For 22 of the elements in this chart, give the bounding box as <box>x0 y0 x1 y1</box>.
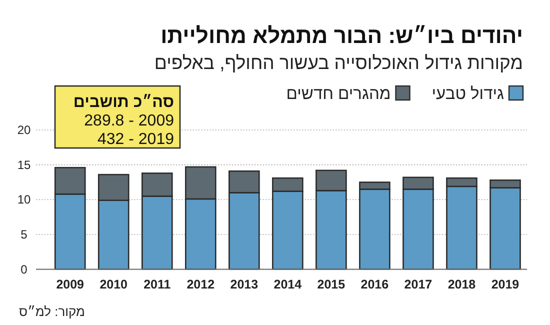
chart-subtitle: מקורות גידול האוכלוסייה בעשור החולף, באלפים <box>154 52 523 73</box>
y-tick-label: 5 <box>20 227 28 242</box>
x-tick-label: 2019 <box>491 277 520 292</box>
chart-title: יהודים ביו״ש: הבור מתמלא מחולייתו <box>160 23 523 48</box>
x-tick-label: 2013 <box>230 277 258 292</box>
x-tick-label: 2010 <box>100 277 128 292</box>
y-tick-label: 10 <box>17 192 31 207</box>
x-tick-label: 2009 <box>56 277 84 292</box>
text: מקור: למ״ס <box>19 304 85 319</box>
legend-label: מהגרים חדשים <box>286 85 391 103</box>
x-tick-label: 2014 <box>274 277 302 292</box>
annotation: 432 - 2019 <box>97 131 174 148</box>
x-tick-label: 2017 <box>404 277 432 292</box>
legend-label: גידול טבעי <box>432 85 504 103</box>
y-tick-label: 20 <box>17 123 31 137</box>
x-tick-label: 2012 <box>186 277 215 292</box>
x-tick-label: 2011 <box>144 277 171 292</box>
y-tick-label: 0 <box>20 262 28 276</box>
x-tick-label: 2015 <box>317 277 346 292</box>
y-tick-label: 15 <box>17 158 31 172</box>
x-tick-label: 2018 <box>448 277 476 292</box>
x-tick-label: 2016 <box>360 277 389 292</box>
